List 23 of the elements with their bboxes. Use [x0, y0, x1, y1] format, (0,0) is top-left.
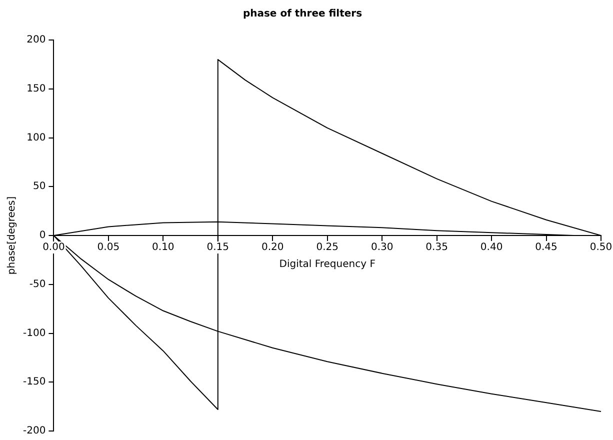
x-tick-label: 0.50 — [590, 242, 612, 254]
x-tick-label: 0.35 — [426, 242, 448, 254]
y-tick-label: -100 — [22, 328, 46, 339]
x-tick-label: 0.15 — [206, 242, 230, 254]
y-tick-label: 50 — [32, 181, 46, 192]
x-tick-label: 0.10 — [152, 242, 174, 254]
x-tick-label: 0.25 — [316, 242, 338, 254]
x-tick-label: 0.30 — [370, 242, 394, 254]
x-tick-label: 0.20 — [261, 242, 284, 254]
y-tick-label: 150 — [26, 83, 46, 94]
x-tick-label: 0.45 — [535, 242, 558, 254]
y-tick-label: -50 — [29, 278, 46, 290]
x-tick-label: 0.05 — [97, 242, 120, 254]
chart-title: phase of three filters — [242, 8, 362, 20]
y-tick-label: 0 — [39, 230, 46, 242]
y-tick-label: -200 — [22, 426, 46, 437]
y-tick-label: 100 — [26, 132, 46, 144]
x-axis-title: Digital Frequency F — [279, 259, 376, 270]
x-tick-label: 0.40 — [480, 242, 503, 254]
x-tick-label: 0.00 — [42, 242, 65, 254]
y-axis-title: phase[degrees] — [6, 196, 18, 275]
y-tick-label: -150 — [22, 376, 46, 388]
y-tick-label: 200 — [26, 34, 46, 46]
